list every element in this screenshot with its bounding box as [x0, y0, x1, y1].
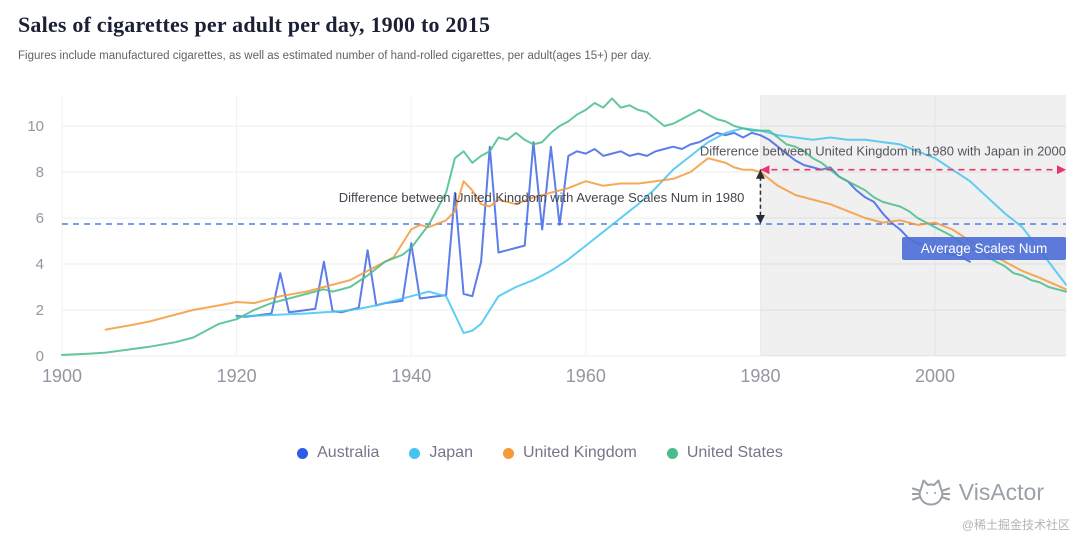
highlight-region-1980-2015 [760, 95, 1066, 356]
series-line-japan[interactable] [235, 127, 1067, 334]
x-axis-tick-label: 1920 [217, 366, 257, 386]
legend-swatch-icon [502, 447, 514, 459]
legend-label: United States [686, 444, 783, 461]
visactor-brand: VisActor [911, 476, 1044, 508]
arrowhead-down-icon [755, 215, 765, 225]
y-axis-tick-label: 6 [36, 210, 44, 227]
watermark-text: @稀土掘金技术社区 [961, 518, 1070, 532]
series-line-united-kingdom[interactable] [104, 157, 1067, 331]
legend-item-japan[interactable]: Japan [409, 444, 473, 462]
y-axis-tick-label: 8 [36, 164, 44, 181]
legend: Australia Japan United Kingdom United State… [0, 444, 1080, 462]
x-axis-tick-label: 1900 [42, 366, 82, 386]
legend-item-united-states[interactable]: United States [666, 444, 783, 462]
visactor-logo-text: VisActor [958, 478, 1044, 505]
x-axis-tick-label: 1940 [391, 366, 431, 386]
y-axis-tick-label: 0 [36, 348, 44, 365]
chart-subtitle: Figures include manufactured cigarettes,… [18, 50, 652, 62]
x-axis-tick-label: 1960 [566, 366, 606, 386]
arrowhead-left-icon [760, 165, 770, 175]
y-axis-tick-label: 10 [27, 118, 44, 135]
y-axis-tick-label: 4 [36, 256, 44, 273]
legend-swatch-icon [666, 447, 678, 459]
chart-title: Sales of cigarettes per adult per day, 1… [18, 12, 491, 37]
legend-swatch-icon [297, 447, 309, 459]
average-line-badge [902, 237, 1066, 261]
legend-label: United Kingdom [522, 444, 637, 461]
series-line-united-states[interactable] [61, 97, 1067, 356]
x-axis-tick-label: 1980 [740, 366, 780, 386]
arrowhead-right-icon [1057, 165, 1066, 175]
diff-uk-avg-label: Difference between United Kingdom with A… [339, 190, 745, 205]
average-line-badge-label: Average Scales Num [921, 241, 1048, 256]
legend-swatch-icon [409, 447, 421, 459]
legend-label: Australia [317, 444, 380, 461]
legend-label: Japan [429, 444, 473, 461]
arrowhead-up-icon [755, 169, 765, 179]
x-axis-tick-label: 2000 [915, 366, 955, 386]
y-axis-tick-label: 2 [36, 302, 44, 319]
legend-item-united-kingdom[interactable]: United Kingdom [502, 444, 637, 462]
diff-uk-japan-label: Difference between United Kingdom in 198… [700, 144, 1066, 159]
legend-item-australia[interactable]: Australia [297, 444, 379, 462]
visactor-cat-icon [911, 479, 950, 506]
